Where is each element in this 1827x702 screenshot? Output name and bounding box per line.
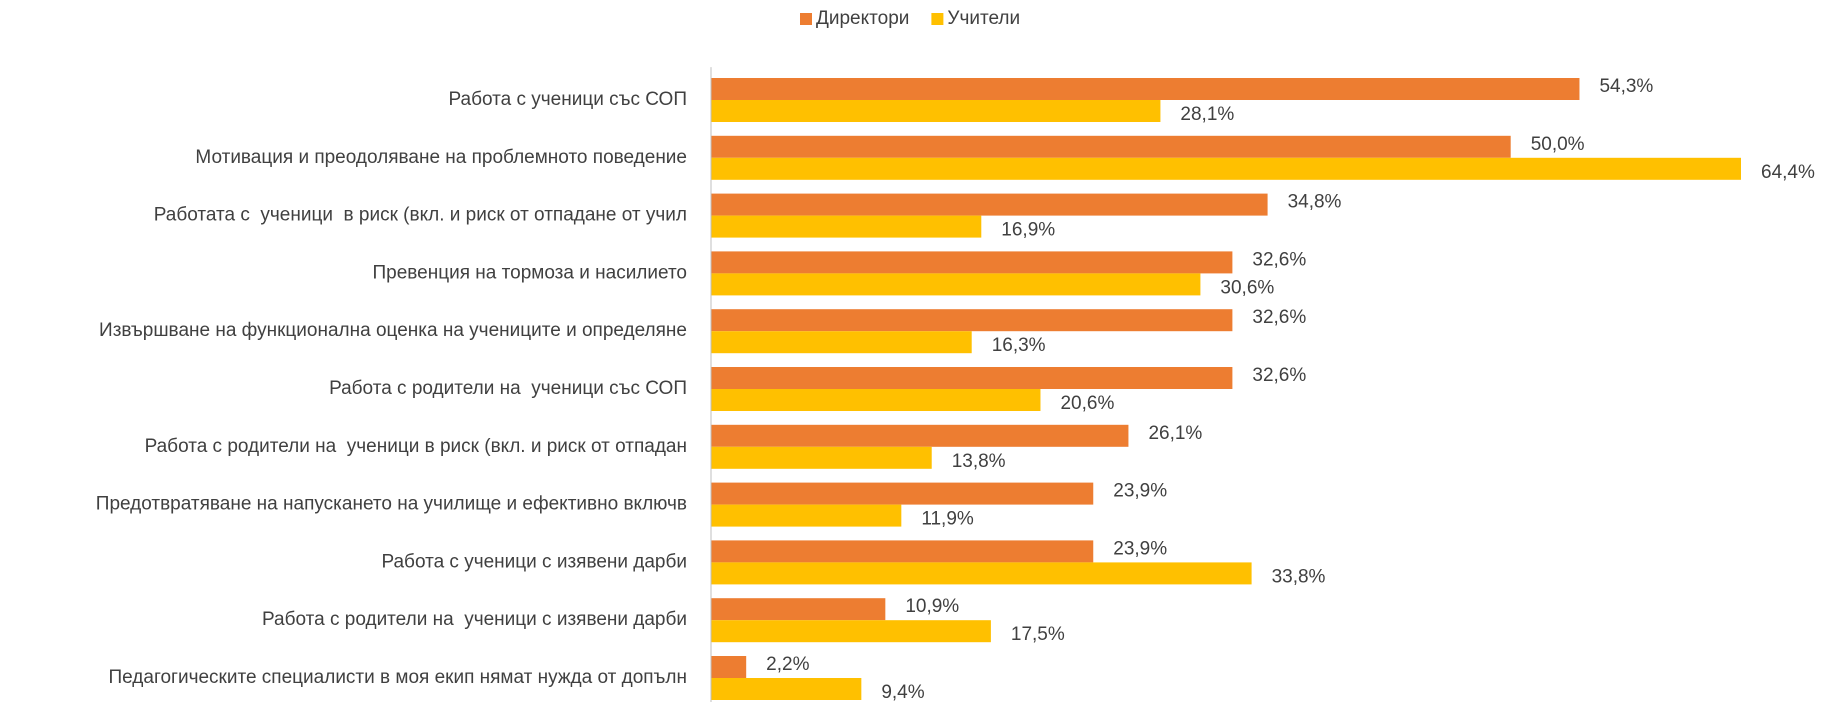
bar <box>711 504 902 527</box>
category-label: Работа с ученици със СОП <box>449 89 688 110</box>
value-label: 32,6% <box>1252 307 1306 328</box>
bar <box>711 100 1161 122</box>
value-label: 11,9% <box>921 509 974 530</box>
bar <box>711 598 886 621</box>
bar <box>711 678 862 700</box>
value-label: 16,3% <box>992 335 1046 356</box>
value-label: 33,8% <box>1272 566 1326 587</box>
bar <box>711 620 991 643</box>
bar <box>711 656 747 678</box>
value-label: 16,9% <box>1001 220 1055 241</box>
category-label: Предотвратяване на напускането на училищ… <box>96 494 687 515</box>
bar <box>711 157 1741 180</box>
value-label: 32,6% <box>1252 365 1306 386</box>
category-label: Работа с родители на ученици с изявени д… <box>262 609 687 630</box>
bar <box>711 273 1201 296</box>
value-label: 54,3% <box>1599 76 1653 97</box>
category-label: Работата с ученици в риск (вкл. и риск о… <box>154 205 687 226</box>
value-label: 23,9% <box>1113 538 1167 559</box>
legend-label: Учители <box>947 8 1020 29</box>
category-label: Педагогическите специалисти в моя екип н… <box>109 667 688 688</box>
value-label: 50,0% <box>1531 134 1585 155</box>
value-label: 26,1% <box>1148 423 1202 444</box>
category-label: Превенция на тормоза и насилието <box>373 262 687 283</box>
bar <box>711 331 972 354</box>
value-label: 10,9% <box>905 596 959 617</box>
bar <box>711 482 1094 505</box>
bar <box>711 446 932 469</box>
value-label: 17,5% <box>1011 624 1065 645</box>
legend-swatch <box>931 13 944 25</box>
bar <box>711 562 1252 585</box>
value-label: 64,4% <box>1761 162 1815 183</box>
bar <box>711 367 1233 389</box>
value-label: 30,6% <box>1220 277 1274 298</box>
value-label: 13,8% <box>952 451 1006 472</box>
category-label: Мотивация и преодоляване на проблемното … <box>195 147 687 168</box>
bar <box>711 389 1041 411</box>
legend-swatch <box>800 13 812 25</box>
value-label: 32,6% <box>1252 249 1306 270</box>
value-label: 23,9% <box>1113 481 1167 502</box>
bar <box>711 424 1129 447</box>
value-label: 2,2% <box>766 654 809 675</box>
bar <box>711 309 1233 332</box>
category-label: Работа с родители на ученици в риск (вкл… <box>145 436 687 457</box>
category-label: Извършване на функционална оценка на уче… <box>99 320 687 341</box>
category-label: Работа с родители на ученици със СОП <box>329 378 687 399</box>
bar <box>711 251 1233 274</box>
value-label: 20,6% <box>1060 393 1114 414</box>
bar <box>711 540 1094 563</box>
legend-label: Директори <box>816 8 909 29</box>
value-label: 28,1% <box>1180 104 1234 125</box>
bar <box>711 78 1580 100</box>
category-label: Работа с ученици с изявени дарби <box>381 551 687 572</box>
bar <box>711 215 982 238</box>
bar <box>711 193 1268 216</box>
value-label: 34,8% <box>1288 192 1342 213</box>
bar <box>711 135 1511 158</box>
value-label: 9,4% <box>881 682 924 702</box>
